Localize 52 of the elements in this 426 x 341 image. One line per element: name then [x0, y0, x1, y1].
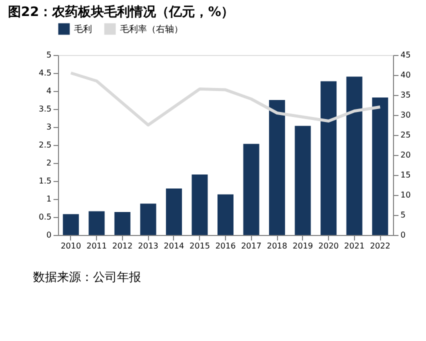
y-tick-label: 1 [46, 194, 52, 204]
x-tick-label: 2012 [112, 242, 133, 250]
y2-tick-label: 45 [400, 50, 411, 60]
x-tick-label: 2015 [190, 242, 210, 250]
x-tick-label: 2018 [266, 242, 288, 250]
y2-tick-label: 0 [400, 230, 406, 240]
line-series [69, 72, 382, 126]
bar [62, 214, 79, 235]
x-tick-label: 2014 [164, 242, 184, 250]
x-tick-label: 2019 [292, 242, 313, 250]
y-tick-label: 2.5 [38, 140, 52, 150]
bar [140, 204, 156, 235]
y-tick-label: 3 [46, 122, 52, 132]
y-tick-label: 1.5 [38, 176, 52, 186]
x-tick-label: 2013 [138, 242, 158, 250]
y2-tick-label: 40 [400, 70, 411, 80]
chart-title: 图22：农药板块毛利情况（亿元，%） [8, 4, 234, 20]
y2-tick-label: 15 [400, 170, 411, 180]
bar [269, 100, 286, 235]
x-tick-label: 2017 [241, 242, 262, 250]
y-tick-label: 3.5 [38, 104, 52, 114]
x-tick-label: 2020 [318, 242, 339, 250]
y-tick-label: 5 [46, 50, 52, 60]
y-tick-label: 2 [46, 158, 52, 168]
y-tick-label: 0.5 [38, 212, 52, 222]
y2-tick-label: 30 [400, 110, 411, 120]
y-tick-label: 0 [46, 230, 52, 240]
bar [346, 76, 362, 235]
bar [114, 212, 130, 235]
bar [88, 211, 105, 235]
bar [243, 144, 260, 235]
y-tick-label: 4.5 [38, 68, 52, 78]
legend-label: 毛利率（右轴） [120, 24, 183, 35]
bar [320, 81, 337, 235]
y2-tick-label: 35 [400, 90, 411, 100]
y2-tick-label: 20 [400, 150, 411, 160]
legend-label: 毛利 [74, 24, 92, 35]
y2-tick-label: 5 [400, 210, 406, 220]
x-tick-label: 2011 [86, 242, 107, 250]
bar [372, 97, 388, 235]
bar [192, 174, 208, 235]
x-tick-label: 2016 [215, 242, 236, 250]
bar [294, 126, 311, 235]
source-note: 数据来源：公司年报 [33, 270, 141, 284]
x-tick-label: 2022 [370, 242, 390, 250]
x-tick-label: 2021 [344, 242, 365, 250]
y2-tick-label: 10 [400, 190, 411, 200]
y-tick-label: 4 [46, 86, 52, 96]
bar [166, 188, 182, 235]
x-tick-label: 2010 [60, 242, 82, 250]
bar [218, 194, 234, 235]
y2-tick-label: 25 [400, 130, 411, 140]
